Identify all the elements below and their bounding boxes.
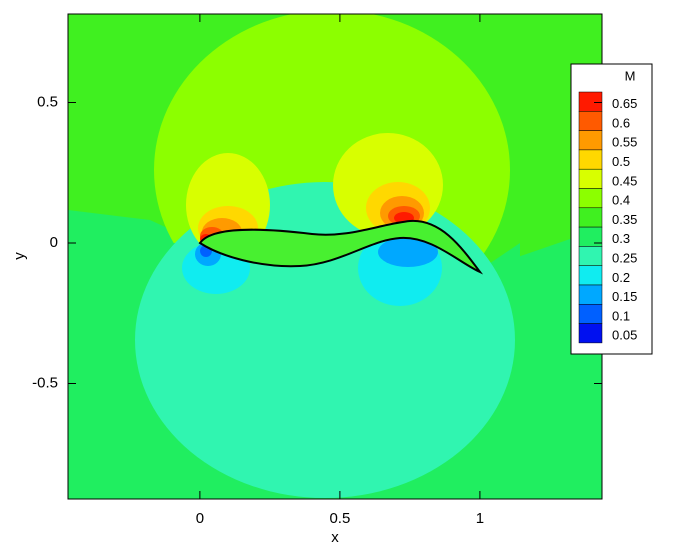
- airfoil: [198, 219, 484, 275]
- colorbar-swatch: [578, 207, 603, 228]
- y-tick-label: 0: [50, 234, 58, 251]
- x-tick-label: 0: [196, 510, 204, 527]
- colorbar-label: 0.55: [612, 135, 637, 150]
- colorbar-swatch: [578, 304, 603, 324]
- x-axis-label: x: [331, 529, 339, 546]
- colorbar-label: 0.35: [612, 212, 637, 227]
- colorbar-swatch: [578, 323, 603, 344]
- colorbar: M 0.65 0.6 0.55 0.5 0.45 0.4 0.35 0.3 0.25 0.2 0.1…: [570, 63, 653, 355]
- colorbar-label: 0.65: [612, 96, 637, 111]
- colorbar-label: 0.5: [612, 154, 630, 169]
- colorbar-swatch: [578, 149, 603, 170]
- contour-field: [68, 14, 602, 499]
- y-tick-label: -0.5: [32, 374, 58, 391]
- colorbar-label: 0.2: [612, 270, 630, 285]
- colorbar-swatch: [578, 188, 603, 209]
- x-tick-label: 1: [476, 510, 484, 527]
- colorbar-label: 0.05: [612, 328, 637, 343]
- y-tick-label: 0.5: [37, 93, 58, 110]
- colorbar-label: 0.4: [612, 193, 630, 208]
- colorbar-label: 0.25: [612, 250, 637, 265]
- colorbar-swatch: [578, 284, 603, 305]
- x-tick-label: 0.5: [329, 510, 350, 527]
- colorbar-label: 0.15: [612, 289, 637, 304]
- colorbar-swatch: [578, 111, 603, 131]
- colorbar-label: 0.3: [612, 231, 630, 246]
- colorbar-label: 0.1: [612, 308, 630, 323]
- y-axis-label: y: [11, 252, 28, 260]
- colorbar-title: M: [625, 68, 636, 83]
- contour-region: [378, 237, 438, 267]
- colorbar-swatch: [578, 130, 603, 151]
- colorbar-swatch: [578, 91, 603, 112]
- colorbar-label: 0.45: [612, 173, 637, 188]
- colorbar-swatch: [578, 168, 603, 189]
- colorbar-label: 0.6: [612, 115, 630, 130]
- colorbar-swatch: [578, 265, 603, 286]
- colorbar-swatch: [578, 246, 603, 266]
